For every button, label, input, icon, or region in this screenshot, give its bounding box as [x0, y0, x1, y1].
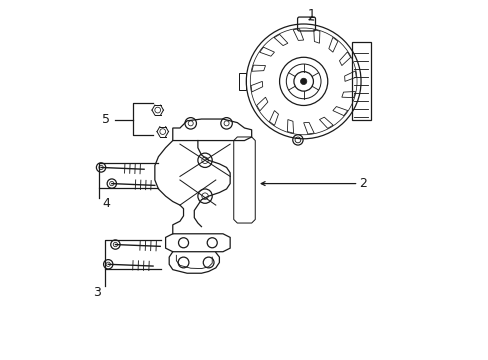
Bar [352, 42, 370, 120]
Text: 2: 2 [358, 177, 366, 190]
Text: 4: 4 [102, 197, 110, 210]
Text: 5: 5 [102, 113, 110, 126]
Text: 3: 3 [93, 287, 101, 300]
Text: 1: 1 [307, 8, 315, 21]
Circle shape [300, 78, 306, 85]
